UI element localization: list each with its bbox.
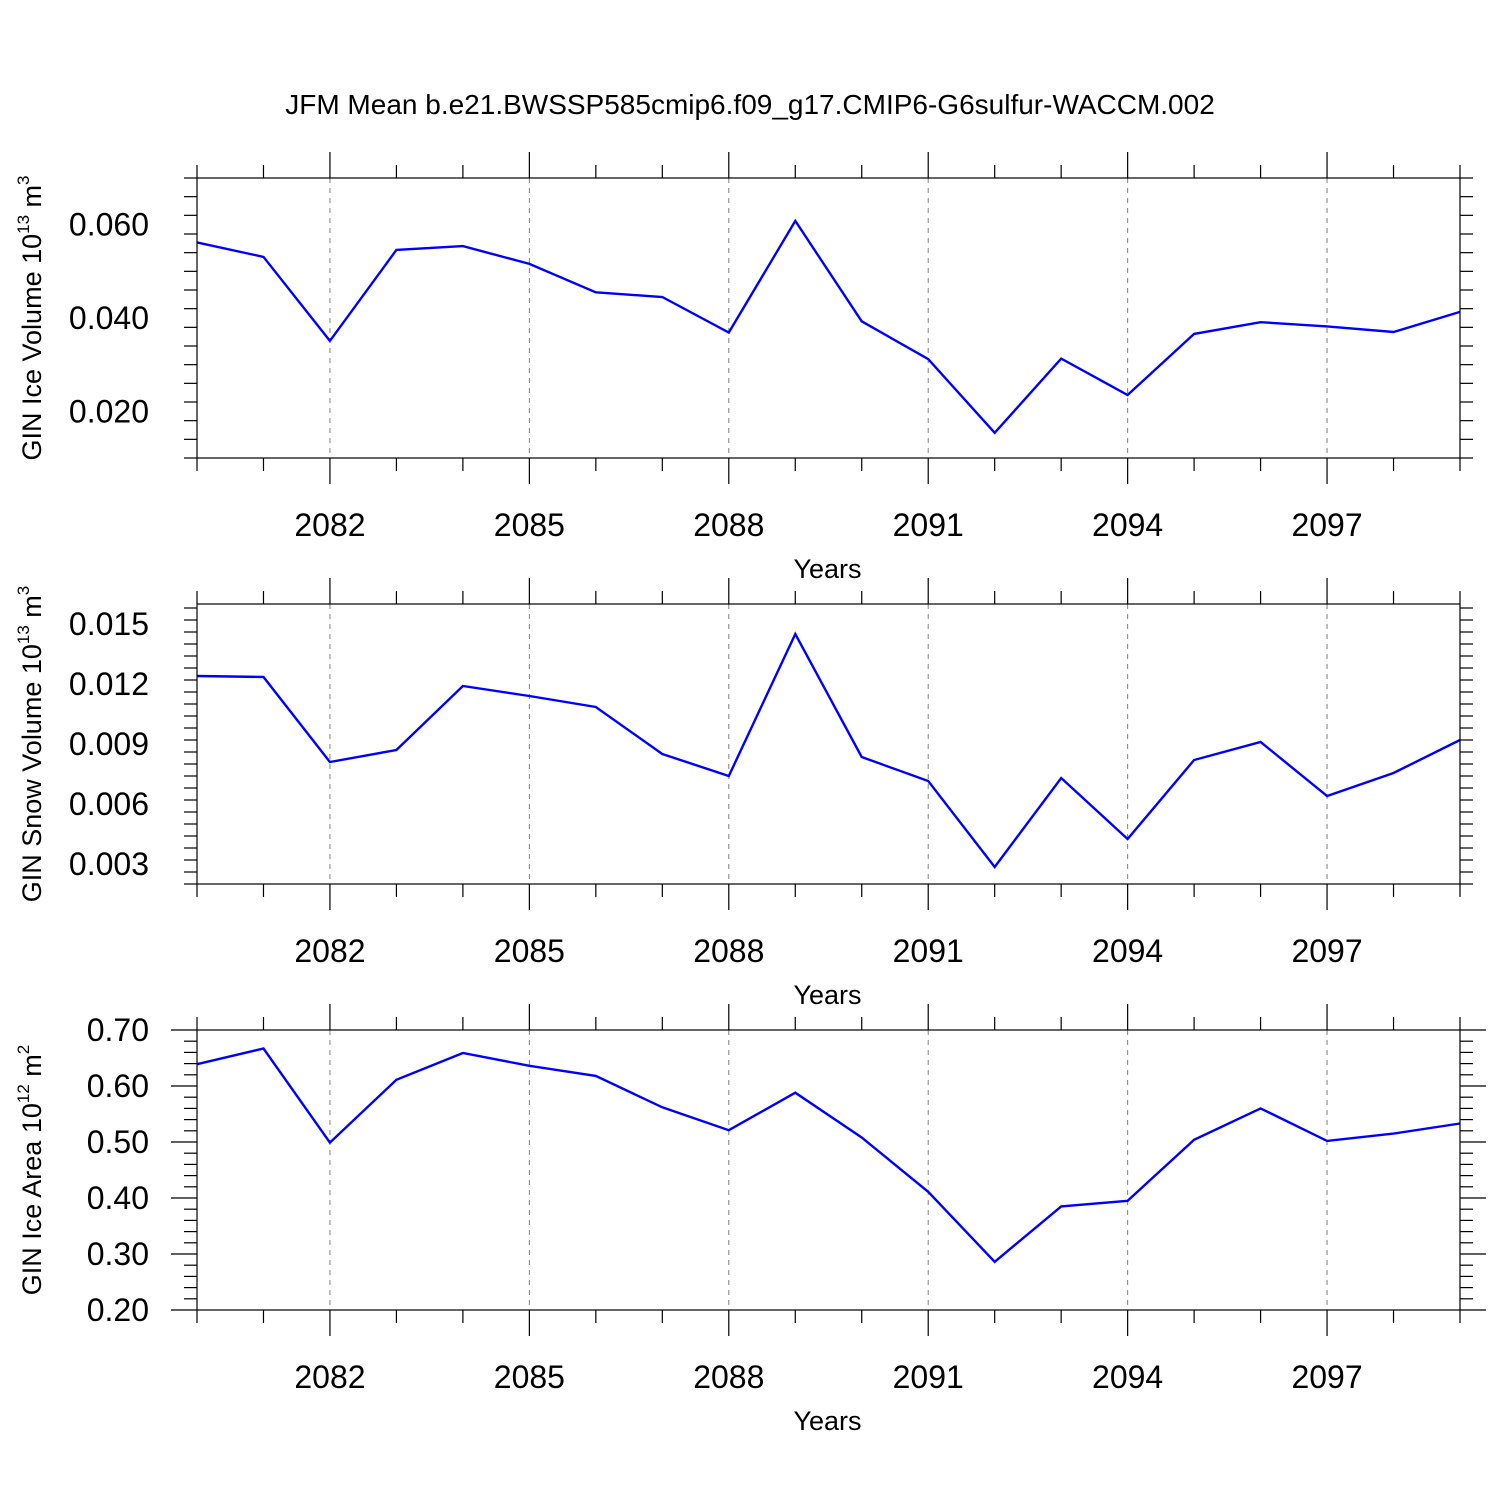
plot-frame	[196, 603, 1461, 885]
figure-title: JFM Mean b.e21.BWSSP585cmip6.f09_g17.CMI…	[285, 89, 1215, 120]
y-tick-label: 0.40	[87, 1180, 149, 1216]
series-line	[196, 1047, 1461, 1264]
y-axis-label-part: 12	[14, 1084, 33, 1103]
chart-panel-2: 0.003 0.006 0.009 0.012 0.015 2082 2085 2088 209…	[14, 578, 1473, 1010]
x-tick-label: 2097	[1291, 933, 1362, 969]
x-tick-label: 2094	[1092, 933, 1163, 969]
y-tick-label: 0.060	[69, 207, 149, 243]
x-tick-label: 2082	[294, 507, 365, 543]
x-axis-label: Years	[793, 1406, 861, 1436]
y-axis-label-part: 2	[14, 1045, 33, 1054]
x-tick-label: 2091	[893, 507, 964, 543]
plot-frame	[196, 177, 1461, 459]
y-tick-label: 0.015	[69, 606, 149, 642]
series-line	[196, 631, 1461, 869]
y-axis-label-part: GIN Ice Area 10	[17, 1103, 47, 1295]
x-tick-label: 2085	[494, 507, 565, 543]
y-axis-label-part: GIN Ice Volume 10	[17, 234, 47, 461]
y-axis-label-part: 13	[14, 215, 33, 234]
y-tick-label: 0.012	[69, 666, 149, 702]
x-tick-label: 2082	[294, 933, 365, 969]
y-axis-label: GIN Ice Area 1012 m2	[14, 1045, 47, 1296]
y-axis-label-part: GIN Snow Volume 10	[17, 644, 47, 902]
y-axis-label-part: m	[17, 595, 47, 625]
chart-panel-1: 0.020 0.040 0.060 2082 2085 2088 2091 2094 2097 Y…	[14, 152, 1473, 584]
y-axis-label-part: 3	[14, 586, 33, 595]
x-tick-label: 2088	[693, 933, 764, 969]
x-tick-label: 2091	[893, 1359, 964, 1395]
x-tick-label: 2097	[1291, 1359, 1362, 1395]
series-line	[196, 218, 1461, 435]
x-tick-label: 2085	[494, 1359, 565, 1395]
x-axis-label: Years	[793, 554, 861, 584]
y-tick-label: 0.30	[87, 1236, 149, 1272]
y-tick-label: 0.60	[87, 1068, 149, 1104]
y-tick-label: 0.040	[69, 300, 149, 336]
x-tick-label: 2088	[693, 507, 764, 543]
y-tick-label: 0.003	[69, 846, 149, 882]
y-tick-label: 0.006	[69, 786, 149, 822]
chart-panel-3: 0.20 0.30 0.40 0.50 0.60 0.70 2082 2085 2088 2091…	[14, 1004, 1486, 1436]
x-tick-label: 2082	[294, 1359, 365, 1395]
chart-panels: 0.020 0.040 0.060 2082 2085 2088 2091 2094 2097 Y…	[14, 152, 1486, 1436]
y-axis-label-part: 13	[14, 625, 33, 644]
y-tick-label: 0.20	[87, 1292, 149, 1328]
y-tick-label: 0.009	[69, 726, 149, 762]
y-tick-label: 0.50	[87, 1124, 149, 1160]
y-axis-label: GIN Ice Volume 1013 m3	[14, 175, 47, 460]
x-tick-label: 2097	[1291, 507, 1362, 543]
y-tick-label: 0.020	[69, 393, 149, 429]
y-axis-label-part: m	[17, 1054, 47, 1084]
x-tick-label: 2091	[893, 933, 964, 969]
plot-frame	[196, 1029, 1461, 1311]
x-tick-label: 2094	[1092, 507, 1163, 543]
x-tick-label: 2088	[693, 1359, 764, 1395]
y-axis-label-part: m	[17, 185, 47, 215]
x-axis-label: Years	[793, 980, 861, 1010]
x-tick-label: 2085	[494, 933, 565, 969]
y-axis-label-part: 3	[14, 175, 33, 184]
y-axis-label: GIN Snow Volume 1013 m3	[14, 586, 47, 903]
y-tick-label: 0.70	[87, 1012, 149, 1048]
x-tick-label: 2094	[1092, 1359, 1163, 1395]
